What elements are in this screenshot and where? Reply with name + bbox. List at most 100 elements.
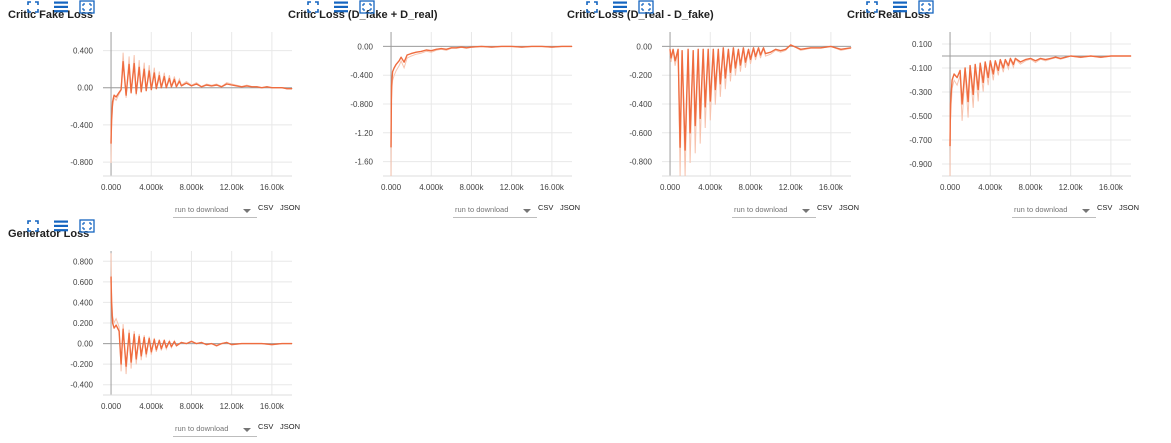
data-point	[118, 330, 120, 332]
line-chart[interactable]: 0.00 -0.400 -0.800 -1.20 -1.60 0.000 4.000k 8.0…	[288, 28, 578, 198]
download-json-link[interactable]: JSON	[280, 203, 301, 212]
data-list-icon[interactable]	[612, 0, 628, 14]
data-point	[291, 343, 293, 344]
data-point	[111, 302, 112, 303]
fit-to-screen-icon[interactable]	[865, 0, 881, 14]
data-point	[722, 47, 724, 49]
data-list-icon[interactable]	[53, 219, 69, 233]
data-point	[743, 47, 744, 49]
line-chart[interactable]: 0.400 0.00 -0.400 -0.800 0.000 4.000k 8.000k 12…	[8, 28, 298, 198]
fit-to-screen-icon[interactable]	[306, 0, 322, 14]
data-point	[501, 46, 502, 47]
chart-title: Generator Loss	[8, 228, 90, 240]
data-point	[128, 332, 130, 334]
y-tick-label: 0.00	[357, 42, 373, 51]
dropdown-caret-icon	[802, 209, 810, 213]
data-point	[110, 276, 112, 278]
line-chart[interactable]: 0.100 -0.100 -0.300 -0.500 -0.700 -0.900 0.000…	[847, 28, 1137, 198]
download-run-select[interactable]: run to download	[1012, 205, 1096, 218]
expand-icon[interactable]	[918, 0, 934, 14]
data-point	[221, 86, 223, 88]
download-run-label: run to download	[1014, 205, 1068, 214]
expand-icon[interactable]	[638, 0, 654, 14]
fit-to-screen-icon[interactable]	[585, 0, 601, 14]
data-point	[974, 64, 976, 65]
data-point	[461, 46, 462, 48]
data-point	[684, 149, 686, 151]
data-point	[231, 344, 233, 345]
download-csv-link[interactable]: CSV	[538, 203, 554, 212]
download-csv-link[interactable]: CSV	[1097, 203, 1113, 212]
download-run-select[interactable]: run to download	[453, 205, 537, 218]
expand-icon[interactable]	[79, 0, 95, 14]
data-point	[403, 61, 405, 63]
data-point	[110, 143, 112, 144]
fit-to-screen-icon[interactable]	[26, 0, 42, 14]
download-json-link[interactable]: JSON	[839, 203, 860, 212]
data-point	[130, 92, 132, 93]
y-tick-label: 0.00	[77, 84, 93, 93]
y-tick-label: -0.400	[70, 381, 93, 390]
data-point	[977, 89, 979, 90]
x-tick-label: 4.000k	[419, 183, 444, 192]
data-point	[143, 337, 145, 338]
data-point	[410, 53, 412, 54]
data-point	[491, 46, 492, 48]
data-point	[989, 60, 991, 62]
data-point	[445, 48, 447, 50]
fit-to-screen-icon[interactable]	[26, 219, 42, 233]
data-point	[226, 83, 228, 85]
data-point	[148, 70, 150, 72]
expand-icon[interactable]	[359, 0, 375, 14]
download-run-select[interactable]: run to download	[173, 205, 257, 218]
data-point	[1050, 58, 1051, 59]
expand-icon[interactable]	[79, 219, 95, 233]
download-csv-link[interactable]: CSV	[817, 203, 833, 212]
data-point	[155, 349, 157, 351]
data-point	[830, 46, 832, 47]
y-tick-label: -0.800	[629, 158, 652, 167]
data-point	[171, 86, 172, 88]
y-tick-label: -0.800	[350, 100, 373, 109]
data-list-icon[interactable]	[53, 0, 69, 14]
x-tick-label: 12.00k	[500, 183, 525, 192]
data-list-icon[interactable]	[333, 0, 349, 14]
y-tick-label: -0.400	[350, 71, 373, 80]
download-csv-link[interactable]: CSV	[258, 422, 274, 431]
data-point	[949, 145, 951, 147]
data-point	[953, 73, 955, 75]
line-chart[interactable]: 0.800 0.600 0.400 0.200 0.00 -0.200 -0.400 0.00…	[8, 247, 298, 417]
data-point	[281, 87, 283, 89]
y-tick-label: -1.60	[355, 158, 374, 167]
data-point	[669, 48, 671, 50]
data-point	[395, 64, 397, 65]
data-point	[420, 51, 422, 52]
data-list-icon[interactable]	[892, 0, 908, 14]
series-raw-line	[110, 253, 292, 375]
download-run-label: run to download	[175, 424, 229, 433]
data-point	[748, 48, 749, 50]
data-point	[138, 336, 140, 337]
data-point	[780, 50, 781, 52]
x-tick-label: 0.000	[940, 183, 961, 192]
data-point	[398, 60, 400, 62]
series-raw-line	[110, 52, 292, 164]
data-point	[1025, 59, 1026, 60]
download-run-select[interactable]: run to download	[173, 424, 257, 437]
data-point	[125, 94, 127, 96]
data-point	[521, 46, 523, 48]
y-tick-label: -0.500	[909, 112, 932, 121]
download-csv-link[interactable]: CSV	[258, 203, 274, 212]
dropdown-caret-icon	[243, 428, 251, 432]
data-point	[125, 365, 127, 367]
data-point	[122, 61, 124, 63]
download-json-link[interactable]: JSON	[1119, 203, 1140, 212]
download-json-link[interactable]: JSON	[560, 203, 581, 212]
data-point	[561, 46, 563, 47]
data-point	[994, 60, 996, 62]
line-chart[interactable]: 0.00 -0.200 -0.400 -0.600 -0.800 0.000 4.000k 8…	[567, 28, 857, 198]
download-json-link[interactable]: JSON	[280, 422, 301, 431]
data-point	[133, 333, 135, 335]
download-run-select[interactable]: run to download	[732, 205, 816, 218]
data-point	[276, 87, 278, 89]
